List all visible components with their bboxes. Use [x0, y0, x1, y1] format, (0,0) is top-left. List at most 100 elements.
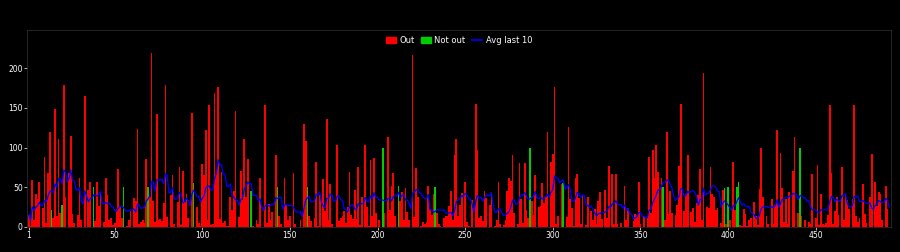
- Bar: [886, 209, 888, 227]
- Bar: [608, 166, 609, 227]
- Bar: [411, 55, 413, 227]
- Bar: [733, 162, 734, 227]
- Bar: [305, 141, 307, 227]
- Bar: [799, 147, 801, 227]
- Bar: [676, 205, 678, 227]
- Bar: [550, 162, 552, 227]
- Bar: [822, 224, 824, 227]
- Bar: [161, 221, 163, 227]
- Bar: [671, 212, 673, 227]
- Bar: [87, 190, 89, 227]
- Bar: [773, 224, 775, 227]
- Bar: [476, 150, 478, 227]
- Bar: [54, 110, 56, 227]
- Bar: [452, 220, 454, 227]
- Bar: [766, 216, 768, 227]
- Bar: [662, 187, 664, 227]
- Bar: [135, 201, 137, 227]
- Bar: [200, 226, 202, 227]
- Bar: [433, 194, 435, 227]
- Bar: [450, 191, 452, 227]
- Bar: [207, 220, 209, 227]
- Bar: [573, 226, 575, 227]
- Bar: [513, 213, 515, 227]
- Bar: [59, 212, 61, 227]
- Bar: [272, 212, 274, 227]
- Bar: [58, 139, 59, 227]
- Bar: [634, 214, 636, 227]
- Bar: [701, 220, 703, 227]
- Bar: [529, 147, 531, 227]
- Bar: [172, 175, 174, 227]
- Bar: [303, 124, 305, 227]
- Bar: [280, 224, 282, 227]
- Bar: [84, 96, 86, 227]
- Bar: [429, 209, 431, 227]
- Bar: [359, 225, 361, 227]
- Bar: [554, 87, 555, 227]
- Bar: [734, 210, 736, 227]
- Bar: [435, 187, 436, 227]
- Bar: [503, 225, 505, 227]
- Bar: [289, 216, 291, 227]
- Bar: [243, 139, 245, 227]
- Bar: [524, 163, 526, 227]
- Bar: [875, 182, 876, 227]
- Bar: [65, 197, 67, 227]
- Bar: [170, 195, 172, 227]
- Bar: [37, 199, 39, 227]
- Bar: [391, 185, 392, 227]
- Bar: [276, 187, 278, 227]
- Bar: [117, 169, 119, 227]
- Bar: [148, 198, 150, 227]
- Bar: [711, 194, 713, 227]
- Bar: [438, 224, 440, 227]
- Bar: [130, 211, 131, 227]
- Bar: [361, 197, 363, 227]
- Bar: [68, 173, 70, 227]
- Bar: [30, 226, 32, 227]
- Bar: [457, 216, 459, 227]
- Bar: [278, 216, 280, 227]
- Bar: [814, 218, 816, 227]
- Bar: [375, 213, 376, 227]
- Bar: [857, 222, 859, 227]
- Bar: [478, 218, 480, 227]
- Bar: [115, 209, 117, 227]
- Bar: [212, 225, 213, 227]
- Bar: [527, 218, 529, 227]
- Bar: [445, 216, 446, 227]
- Bar: [834, 211, 836, 227]
- Bar: [142, 220, 143, 227]
- Bar: [122, 187, 124, 227]
- Bar: [461, 193, 463, 227]
- Bar: [128, 220, 130, 227]
- Bar: [309, 216, 310, 227]
- Bar: [240, 171, 242, 227]
- Bar: [372, 216, 374, 227]
- Bar: [485, 198, 487, 227]
- Bar: [708, 208, 709, 227]
- Bar: [846, 200, 848, 227]
- Bar: [198, 223, 200, 227]
- Bar: [420, 226, 422, 227]
- Bar: [133, 198, 135, 227]
- Bar: [158, 220, 159, 227]
- Bar: [326, 119, 328, 227]
- Bar: [448, 206, 450, 227]
- Bar: [329, 184, 331, 227]
- Bar: [154, 222, 156, 227]
- Bar: [356, 219, 357, 227]
- Bar: [119, 207, 121, 227]
- Bar: [555, 225, 557, 227]
- Bar: [853, 105, 855, 227]
- Bar: [203, 175, 205, 227]
- Bar: [165, 85, 166, 227]
- Bar: [348, 172, 350, 227]
- Bar: [648, 157, 650, 227]
- Bar: [436, 213, 438, 227]
- Bar: [443, 218, 445, 227]
- Bar: [137, 129, 139, 227]
- Bar: [844, 195, 846, 227]
- Bar: [581, 196, 583, 227]
